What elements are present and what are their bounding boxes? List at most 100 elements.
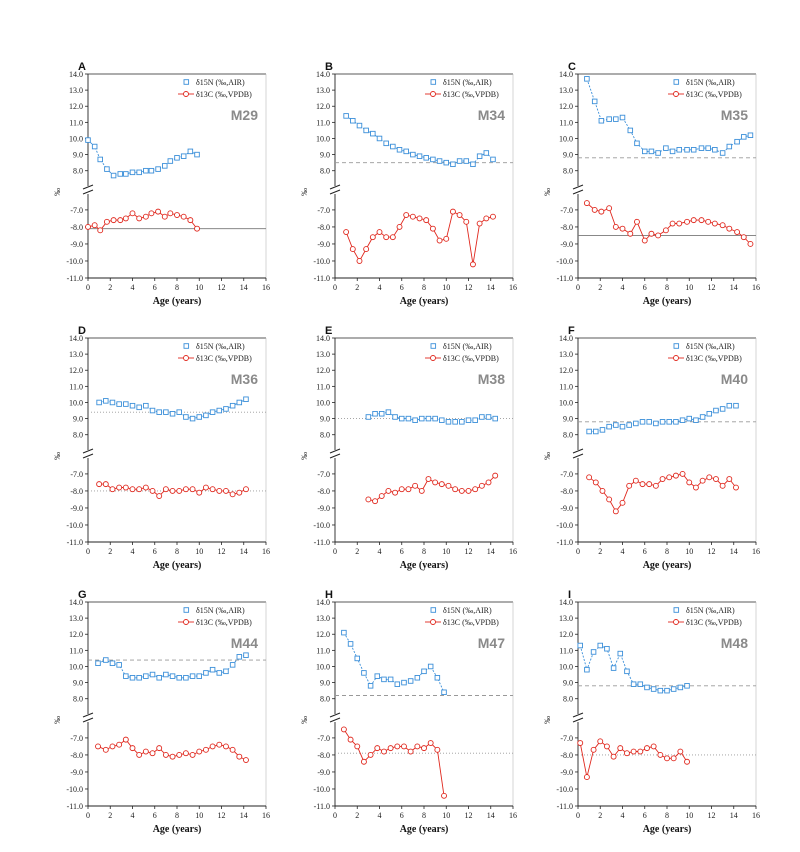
- n-data-point: [646, 419, 652, 425]
- n-data-point: [169, 673, 176, 679]
- y-tick-label: -9.0: [560, 768, 573, 777]
- n-data-point: [174, 155, 180, 161]
- n-data-point: [155, 166, 161, 172]
- legend-c-marker: [673, 91, 679, 97]
- c-data-point: [122, 215, 129, 222]
- c-data-point: [657, 751, 664, 758]
- y-tick-label: 8.0: [563, 167, 573, 176]
- y-tick-label: 9.0: [320, 415, 330, 424]
- y-tick-label: -11.0: [557, 274, 573, 283]
- legend-n-marker: [430, 607, 437, 613]
- n-data-point: [123, 401, 129, 407]
- n-data-point: [639, 419, 646, 425]
- x-axis-title: Age (years): [400, 296, 449, 307]
- x-axis-title: Age (years): [153, 824, 202, 835]
- panel-letter: D: [78, 325, 86, 337]
- x-tick-label: 10: [195, 547, 203, 556]
- x-axis-title: Age (years): [643, 296, 692, 307]
- c-data-point: [726, 225, 733, 232]
- c-data-point: [603, 743, 610, 750]
- x-tick-label: 14: [240, 811, 248, 820]
- y-tick-label: 13.0: [316, 614, 330, 623]
- c-data-point: [458, 487, 465, 494]
- c-data-point: [599, 487, 606, 494]
- n-data-point: [414, 675, 421, 681]
- c-data-point: [591, 206, 598, 213]
- y-tick-label: 13.0: [69, 86, 83, 95]
- n-data-point: [189, 673, 196, 679]
- y-tick-label: 10.0: [69, 134, 83, 143]
- n-data-point: [396, 147, 403, 153]
- x-tick-label: 14: [240, 283, 248, 292]
- x-tick-label: 6: [153, 547, 157, 556]
- y-axis-title: ‰: [53, 188, 62, 196]
- x-tick-label: 4: [131, 283, 135, 292]
- legend-n-marker: [183, 343, 190, 349]
- n-data-point: [392, 414, 398, 420]
- c-data-point: [176, 751, 183, 758]
- y-tick-label: 14.0: [316, 334, 330, 343]
- legend-n-marker: [183, 79, 190, 85]
- y-tick-label: -10.0: [66, 257, 83, 266]
- c-data-point: [452, 486, 459, 493]
- n-data-point: [103, 657, 109, 663]
- legend-n-label: δ15N (‰,AIR): [196, 606, 245, 615]
- c-data-point: [372, 498, 378, 505]
- c-data-point: [394, 743, 401, 750]
- c-data-point: [169, 487, 176, 494]
- y-tick-label: 13.0: [69, 350, 83, 359]
- c-data-point: [156, 493, 163, 499]
- y-tick-label: -8.0: [560, 223, 573, 232]
- c-data-point: [648, 230, 655, 237]
- c-data-point: [162, 751, 169, 758]
- n-data-point: [383, 140, 389, 147]
- x-tick-label: 10: [195, 811, 203, 820]
- n-data-point: [180, 153, 187, 159]
- sample-label: M38: [478, 371, 505, 387]
- c-data-point: [378, 493, 385, 499]
- n-data-point: [619, 423, 626, 430]
- n-data-point: [679, 417, 686, 423]
- c-data-point: [472, 486, 479, 493]
- y-tick-label: 14.0: [316, 598, 330, 607]
- c-data-point: [161, 213, 168, 220]
- legend-c-label: δ13C (‰,VPDB): [196, 90, 252, 99]
- c-data-point: [222, 743, 229, 750]
- n-data-point: [347, 641, 354, 647]
- y-tick-label: 11.0: [69, 118, 83, 127]
- c-data-point: [655, 232, 662, 239]
- n-data-point: [644, 684, 650, 691]
- n-data-point: [483, 150, 490, 156]
- x-tick-label: 16: [262, 283, 270, 292]
- n-data-point: [598, 117, 605, 124]
- y-tick-label: -8.0: [560, 487, 573, 496]
- n-data-point: [590, 649, 597, 655]
- y-tick-label: -11.0: [557, 538, 573, 547]
- n-data-point: [706, 411, 713, 417]
- x-axis-title: Age (years): [643, 560, 692, 571]
- n-data-point: [167, 158, 174, 164]
- c-data-point: [612, 223, 619, 230]
- c-data-point: [229, 491, 236, 498]
- panel-C: C 8.0 9.0 10.0 11.0 12.0 13.0 14.0 -7.0 -8.0 -9.0 -…: [543, 61, 760, 307]
- c-data-point: [492, 472, 499, 479]
- axis-break-mark: [82, 448, 94, 454]
- c-data-point: [577, 740, 584, 746]
- x-tick-label: 10: [685, 547, 693, 556]
- n-data-point: [586, 428, 592, 435]
- y-tick-label: 9.0: [320, 679, 330, 688]
- c-data-point: [726, 476, 733, 482]
- y-tick-label: -9.0: [70, 768, 83, 777]
- c-data-point: [619, 499, 626, 506]
- c-data-point: [116, 741, 123, 748]
- x-tick-label: 0: [86, 811, 90, 820]
- legend-c-label: δ13C (‰,VPDB): [196, 618, 252, 627]
- x-tick-label: 8: [175, 283, 179, 292]
- c-data-point: [91, 222, 98, 229]
- n-data-point: [116, 662, 122, 668]
- legend-n-label: δ15N (‰,AIR): [196, 78, 245, 87]
- c-data-point: [632, 477, 639, 484]
- n-data-point: [394, 681, 401, 687]
- y-tick-label: 11.0: [69, 646, 83, 655]
- x-tick-label: 6: [643, 547, 647, 556]
